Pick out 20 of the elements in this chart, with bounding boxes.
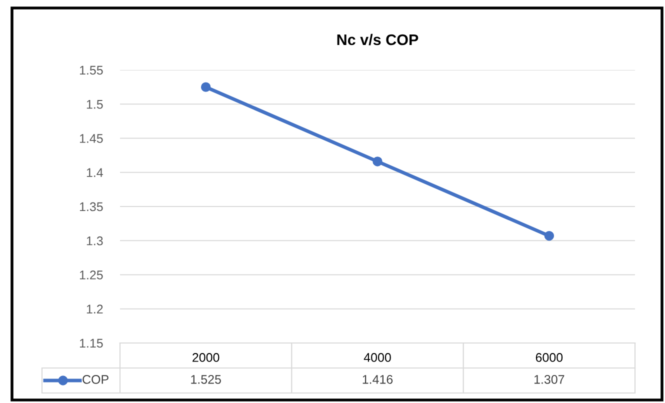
- point: [200, 82, 211, 92]
- y-tick-label: 1.25: [80, 270, 103, 280]
- data-label: 1.416: [362, 375, 393, 384]
- y-tick-label: 1.35: [80, 202, 103, 212]
- y-tick-label: 1.5: [86, 100, 103, 109]
- legend-label: COP: [82, 375, 108, 384]
- point: [372, 156, 382, 166]
- chart-title: Nc v/s COP: [337, 34, 418, 46]
- point: [544, 230, 554, 241]
- y-tick-label: 1.4: [86, 168, 103, 177]
- y-tick-label: 1.55: [80, 66, 103, 75]
- x-tick-label: 4000: [364, 353, 391, 362]
- data-label: 1.307: [534, 375, 564, 384]
- y-tick-label: 1.3: [86, 236, 103, 246]
- x-tick-label: 6000: [536, 353, 563, 362]
- data-label: 1.525: [191, 375, 221, 384]
- y-tick-label: 1.15: [80, 338, 103, 348]
- y-tick-label: 1.2: [86, 304, 103, 314]
- y-tick-label: 1.45: [80, 134, 103, 143]
- x-tick-label: 2000: [192, 353, 220, 362]
